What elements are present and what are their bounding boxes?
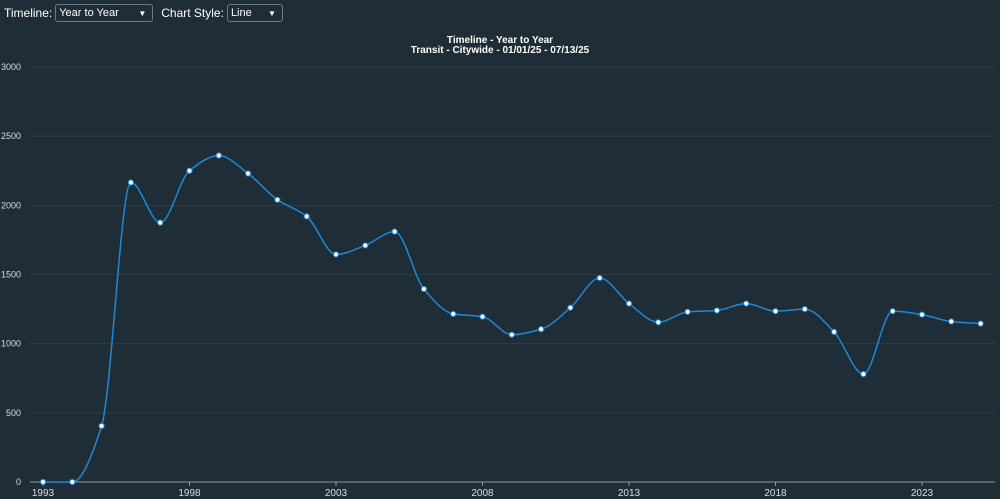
y-tick-label: 2000	[1, 200, 21, 210]
x-axis: 1993 1998 2003 2008 2013 2018 2023	[30, 481, 995, 499]
x-tick-label: 1998	[178, 488, 201, 499]
data-point[interactable]	[420, 285, 427, 293]
data-point[interactable]	[567, 304, 574, 311]
chart-style-select-value: Line	[230, 7, 252, 19]
data-point[interactable]	[362, 242, 369, 249]
data-point[interactable]	[713, 307, 721, 314]
data-point[interactable]	[391, 228, 398, 235]
timeline-select-value: Year to Year	[59, 7, 119, 19]
y-tick-label: 3000	[1, 62, 21, 72]
data-point[interactable]	[479, 313, 486, 320]
data-point[interactable]	[538, 326, 545, 333]
series-line	[43, 154, 981, 483]
chart-title: Timeline - Year to Year	[447, 35, 553, 46]
chevron-down-icon: ▼	[138, 8, 147, 18]
x-tick-label: 2003	[325, 488, 348, 499]
data-point[interactable]	[977, 320, 984, 327]
data-point[interactable]	[772, 308, 779, 315]
data-point[interactable]	[274, 196, 281, 203]
data-point[interactable]	[127, 179, 134, 186]
data-point[interactable]	[508, 331, 515, 338]
x-tick-label: 2008	[471, 488, 494, 499]
chart-subtitle: Transit - Citywide - 01/01/25 - 07/13/25	[411, 45, 590, 56]
data-point[interactable]	[948, 318, 955, 325]
data-point[interactable]	[801, 305, 808, 313]
timeline-label: Timeline:	[4, 6, 53, 20]
x-tick-label: 2018	[764, 488, 787, 499]
data-point[interactable]	[450, 310, 457, 318]
data-point[interactable]	[655, 319, 662, 326]
y-axis: 0 500 1000 1500 2000 2500 3000	[1, 62, 21, 487]
toolbar: Timeline: Year to Year ▼ Chart Style: Li…	[4, 3, 283, 23]
data-point[interactable]	[157, 219, 164, 226]
y-tick-label: 500	[6, 408, 21, 418]
data-point[interactable]	[831, 328, 838, 336]
x-tick-label: 2023	[911, 488, 934, 499]
data-point[interactable]	[625, 300, 633, 307]
chart-style-label: Chart Style:	[161, 6, 224, 20]
y-tick-label: 1000	[1, 339, 21, 349]
series-group	[39, 152, 984, 486]
data-point[interactable]	[918, 311, 926, 318]
data-point[interactable]	[98, 422, 105, 430]
chevron-down-icon: ▼	[268, 8, 276, 18]
data-point[interactable]	[186, 167, 193, 174]
gridlines	[30, 66, 995, 483]
y-tick-label: 0	[16, 477, 21, 487]
data-point[interactable]	[860, 371, 867, 378]
data-point[interactable]	[889, 308, 896, 315]
y-tick-label: 2500	[1, 131, 21, 141]
timeline-select[interactable]: Year to Year ▼	[55, 4, 154, 22]
chart-style-select[interactable]: Line ▼	[226, 4, 283, 22]
x-tick-label: 2013	[618, 488, 641, 499]
data-point[interactable]	[245, 170, 252, 177]
data-point[interactable]	[69, 478, 76, 486]
data-point[interactable]	[215, 152, 222, 159]
data-point[interactable]	[684, 308, 691, 315]
data-point[interactable]	[332, 251, 340, 258]
data-point[interactable]	[39, 478, 47, 486]
data-point[interactable]	[303, 213, 310, 220]
y-tick-label: 1500	[1, 270, 21, 280]
x-tick-label: 1993	[32, 488, 55, 499]
data-point[interactable]	[743, 300, 750, 307]
data-point[interactable]	[596, 274, 603, 282]
